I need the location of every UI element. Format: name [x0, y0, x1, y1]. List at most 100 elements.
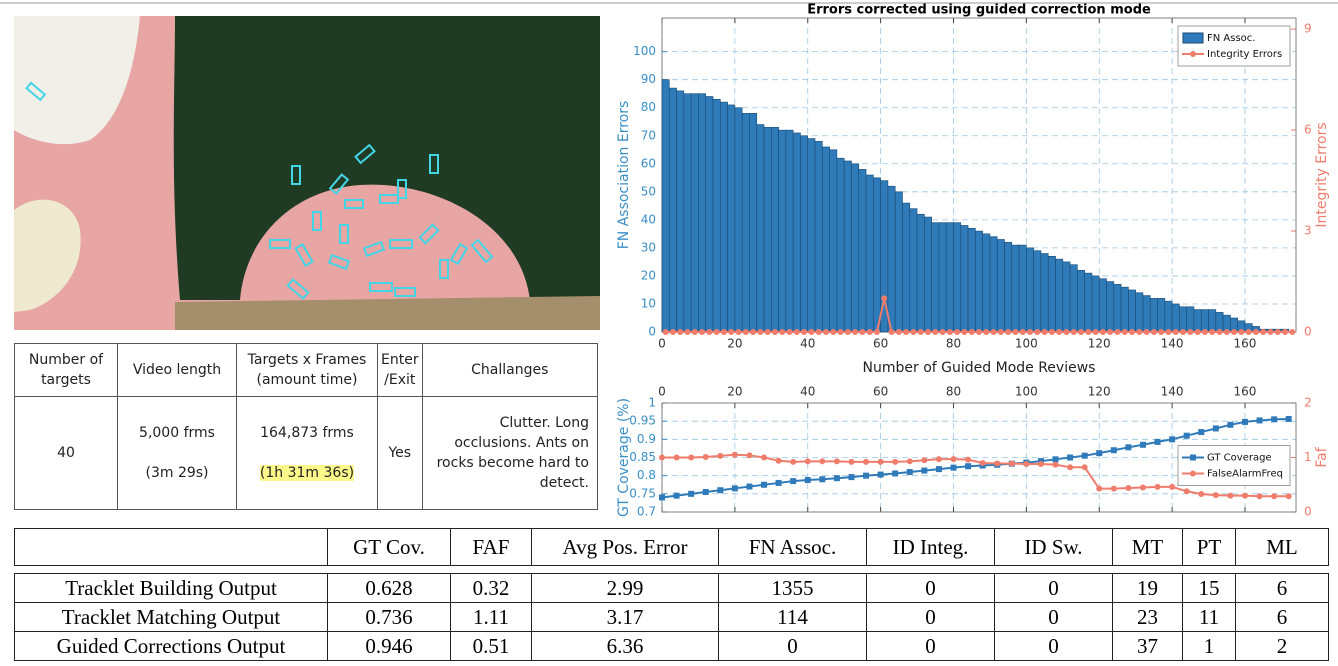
marker	[994, 460, 1001, 467]
marker	[1169, 483, 1176, 490]
cell: 1355	[718, 573, 867, 603]
bar	[858, 169, 867, 333]
marker	[983, 329, 990, 335]
marker	[1227, 421, 1234, 428]
marker	[1285, 493, 1292, 500]
marker	[735, 329, 742, 335]
y2-tick-label: 3	[1304, 224, 1312, 238]
header-cell: PT	[1182, 528, 1236, 566]
cell: 6	[1235, 573, 1329, 603]
marker	[750, 329, 757, 335]
marker	[1012, 329, 1019, 335]
bar	[843, 160, 852, 333]
marker	[659, 454, 665, 461]
marker	[1136, 329, 1143, 335]
marker	[1139, 441, 1146, 448]
marker	[691, 329, 698, 335]
bar	[1077, 270, 1085, 333]
y-tick-label: 80	[641, 100, 656, 114]
bar	[1069, 264, 1078, 333]
cell: Yes	[377, 396, 423, 510]
marker	[790, 458, 797, 465]
marker	[1183, 432, 1190, 439]
cell: 164,873 frms (1h 31m 36s)	[236, 396, 378, 510]
marker	[1282, 329, 1289, 335]
marker	[819, 458, 826, 465]
chart-title: Errors corrected using guided correction…	[807, 3, 1151, 18]
bar	[712, 99, 721, 333]
cell: 0	[994, 602, 1113, 632]
cell: Clutter. Long occlusions. Ants on rocks …	[421, 396, 599, 510]
marker	[1121, 329, 1128, 335]
bar	[1142, 295, 1151, 333]
cell: 0	[866, 631, 995, 661]
marker	[1223, 329, 1230, 335]
cell: 2.99	[531, 573, 719, 603]
spacer	[14, 565, 1329, 574]
marker	[1096, 485, 1103, 492]
bar	[909, 208, 918, 333]
bar	[1149, 298, 1158, 333]
marker	[688, 490, 695, 497]
bar	[1171, 303, 1180, 333]
cell: 0	[994, 573, 1113, 603]
bar	[1026, 247, 1034, 333]
marker	[1052, 461, 1059, 468]
y2-axis-label: Faf	[1314, 446, 1330, 467]
y2-tick-label: 1	[1304, 450, 1312, 464]
cell: 5,000 frms (3m 29s)	[117, 396, 237, 510]
highlighted-line: (1h 31m 36s)	[259, 465, 355, 481]
marker	[808, 329, 815, 335]
marker	[1034, 329, 1041, 335]
marker	[713, 329, 720, 335]
header-cell: Video length	[117, 343, 237, 397]
x-tick-label: 140	[1161, 385, 1184, 399]
marker	[1114, 329, 1121, 335]
marker	[997, 329, 1004, 335]
marker	[1078, 329, 1085, 335]
marker	[673, 454, 680, 461]
x-tick-label: 20	[727, 385, 742, 399]
marker	[793, 329, 800, 335]
marker	[1052, 456, 1059, 463]
y2-tick-label: 6	[1304, 123, 1312, 137]
marker	[1180, 329, 1187, 335]
marker	[742, 329, 749, 335]
bar	[1200, 309, 1209, 333]
y-tick-label: 10	[641, 296, 656, 310]
legend-label: GT Coverage	[1207, 453, 1272, 464]
x-tick-label: 80	[946, 337, 961, 351]
marker	[1274, 329, 1281, 335]
results-body: GT Cov. FAF Avg Pos. Error FN Assoc. ID Inte…	[14, 528, 1329, 661]
cell: 0.32	[450, 573, 532, 603]
bar	[1120, 286, 1129, 333]
bar	[676, 90, 685, 333]
legend-label: FN Assoc.	[1207, 33, 1255, 44]
info-table: Number of targets Video length Targets x…	[14, 343, 599, 510]
marker	[1256, 493, 1263, 500]
legend-label: FalseAlarmFreq	[1207, 469, 1283, 480]
marker	[833, 458, 840, 465]
marker	[863, 458, 870, 465]
bar	[1040, 253, 1049, 333]
y-tick-label: 0.85	[629, 450, 656, 464]
x-tick-label: 20	[727, 337, 742, 351]
y-tick-label: 0.9	[637, 432, 656, 446]
y-tick-label: 30	[641, 240, 656, 254]
marker	[950, 464, 957, 471]
marker	[895, 329, 902, 335]
legend-marker	[1190, 470, 1196, 477]
bar	[778, 129, 787, 333]
marker	[888, 329, 895, 335]
marker	[1143, 329, 1150, 335]
marker	[801, 329, 808, 335]
marker	[764, 329, 771, 335]
marker	[1107, 329, 1114, 335]
marker	[1067, 454, 1074, 461]
marker	[833, 475, 840, 482]
marker	[673, 492, 680, 499]
cell: 0.51	[450, 631, 532, 661]
bar	[1033, 250, 1042, 333]
bar	[873, 177, 881, 333]
